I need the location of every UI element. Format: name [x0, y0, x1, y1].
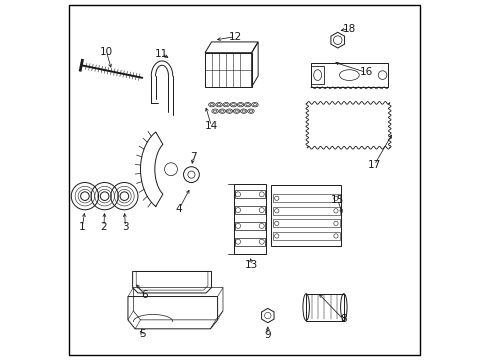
Text: 14: 14: [204, 121, 218, 131]
Bar: [273, 232, 339, 240]
Bar: [310, 63, 387, 87]
Text: 8: 8: [339, 314, 346, 324]
Text: 11: 11: [154, 49, 167, 59]
Bar: [235, 238, 264, 246]
Text: 6: 6: [141, 290, 148, 300]
Text: 17: 17: [367, 160, 380, 170]
Bar: [235, 206, 264, 214]
Bar: [273, 220, 339, 227]
Text: 1: 1: [79, 222, 85, 231]
Text: 2: 2: [101, 222, 107, 231]
Text: 18: 18: [342, 24, 355, 34]
Text: 4: 4: [176, 204, 182, 214]
Text: 15: 15: [330, 195, 344, 205]
Bar: [235, 222, 264, 230]
Text: 16: 16: [359, 67, 372, 77]
Text: 5: 5: [139, 329, 145, 339]
Text: 9: 9: [264, 330, 270, 340]
Bar: [204, 53, 251, 87]
Text: 7: 7: [190, 152, 197, 162]
Text: 10: 10: [100, 46, 113, 57]
Bar: [235, 190, 264, 198]
Text: 13: 13: [244, 260, 258, 270]
Bar: [273, 207, 339, 215]
Bar: [305, 294, 343, 320]
Bar: [273, 194, 339, 202]
Bar: [310, 66, 324, 85]
Text: 3: 3: [122, 222, 128, 231]
Text: 12: 12: [228, 32, 242, 41]
Bar: [271, 185, 341, 246]
Bar: [233, 184, 265, 253]
